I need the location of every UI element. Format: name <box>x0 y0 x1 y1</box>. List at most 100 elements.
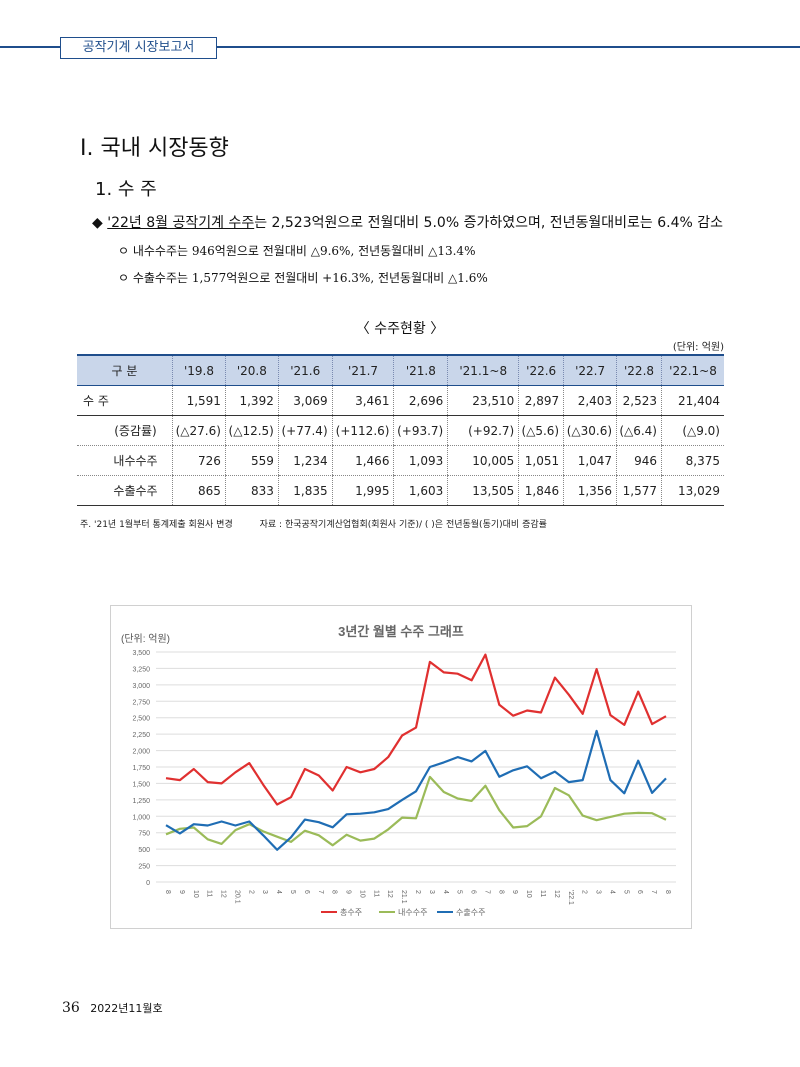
table-cell: 1,051 <box>518 445 564 476</box>
x-tick-label: 7 <box>483 890 490 894</box>
y-tick-label: 2,000 <box>132 749 150 756</box>
series-line-수출수주 <box>165 729 667 851</box>
header-cell: '21.1~8 <box>447 354 519 386</box>
table-cell: (+93.7) <box>393 415 448 446</box>
table-cell: 1,577 <box>616 475 662 506</box>
x-tick-label: 9 <box>178 890 185 894</box>
table-cell: 13,029 <box>661 475 724 506</box>
x-tick-label: 4 <box>442 890 449 894</box>
header-cell: '21.8 <box>393 354 448 386</box>
x-tick-label: 7 <box>317 890 324 894</box>
x-tick-label: 11 <box>206 890 213 897</box>
x-tick-label: 4 <box>275 890 282 894</box>
source-text: 자료 : 한국공작기계산업협회(회원사 기준)/ ( )은 전년동월(동기)대비… <box>259 520 547 530</box>
table-row-change: (증감률) (△27.6) (△12.5) (+77.4) (+112.6) (… <box>77 415 724 446</box>
sub-bullet-domestic: ㅇ 내수수주는 946억원으로 전월대비 △9.6%, 전년동월대비 △13.4… <box>118 244 476 258</box>
header-cell: '21.7 <box>331 354 394 386</box>
chart-svg: 3년간 월별 수주 그래프 (단위: 억원) 0 250 500 750 1,000 1,… <box>121 624 676 917</box>
table-row-export: 수출수주 865 833 1,835 1,995 1,603 13,505 1,… <box>77 475 724 506</box>
table-header-row: 구 분 '19.8 '20.8 '21.6 '21.7 '21.8 '21.1~… <box>77 354 724 386</box>
table-cell: 3,069 <box>277 385 333 416</box>
chart-ylabel: (단위: 억원) <box>121 632 170 645</box>
x-tick-label: 9 <box>511 890 518 894</box>
table-cell: (+112.6) <box>331 415 394 446</box>
table-cell: 1,995 <box>331 475 394 506</box>
x-tick-label: 2 <box>247 890 254 894</box>
table-cell: 1,093 <box>393 445 448 476</box>
table-cell: 559 <box>224 445 279 476</box>
table-cell: 23,510 <box>447 385 519 416</box>
x-tick-label: 5 <box>456 890 463 894</box>
x-tick-label: 4 <box>608 890 615 894</box>
x-tick-label: 9 <box>345 890 352 894</box>
table-cell: 1,234 <box>277 445 333 476</box>
note-text: 주. '21년 1월부터 통계제출 회원사 변경 <box>80 520 233 530</box>
table-cell: 1,466 <box>331 445 394 476</box>
legend-label: 내수수주 <box>398 908 427 917</box>
table-cell: 1,356 <box>563 475 617 506</box>
table-cell: 865 <box>172 475 226 506</box>
table-unit: (단위: 억원) <box>672 342 724 353</box>
header-cell: '22.8 <box>616 354 662 386</box>
x-tick-label: 21.1 <box>400 890 407 904</box>
header-cell: '21.6 <box>277 354 333 386</box>
section-subtitle: 1. 수 주 <box>95 179 157 200</box>
table-note: 주. '21년 1월부터 통계제출 회원사 변경 자료 : 한국공작기계산업협회… <box>80 517 547 530</box>
x-tick-label: 8 <box>164 890 171 894</box>
x-tick-label: 8 <box>331 890 338 894</box>
table-cell: (+77.4) <box>277 415 333 446</box>
x-tick-label: 12 <box>220 890 227 898</box>
y-tick-label: 3,250 <box>132 666 150 673</box>
x-tick-label: 3 <box>595 890 602 894</box>
bullet-marker: ◆ <box>92 215 103 231</box>
x-tick-label: 20.1 <box>233 890 240 904</box>
table-row-total: 수 주 1,591 1,392 3,069 3,461 2,696 23,510… <box>77 385 724 416</box>
header-cell: '20.8 <box>224 354 279 386</box>
table-title: 〈 수주현황 〉 <box>355 321 445 337</box>
x-tick-label: 12 <box>386 890 393 898</box>
table-cell: 21,404 <box>661 385 724 416</box>
x-tick-label: 8 <box>664 890 671 894</box>
page-footer: 36 2022년11월호 <box>62 1000 163 1016</box>
series-line-총수주 <box>165 653 667 806</box>
main-bullet: ◆ '22년 8월 공작기계 수주는 2,523억원으로 전월대비 5.0% 증… <box>92 212 723 232</box>
table-cell: (△9.0) <box>661 415 724 446</box>
table-cell: 1,591 <box>172 385 226 416</box>
y-tick-label: 250 <box>138 864 150 871</box>
x-tick-label: 6 <box>470 890 477 894</box>
table-cell: 1,835 <box>277 475 333 506</box>
x-tick-label: 2 <box>581 890 588 894</box>
x-tick-label: 6 <box>636 890 643 894</box>
x-tick-label: 7 <box>650 890 657 894</box>
legend-label: 총수주 <box>340 908 362 917</box>
table-cell: 946 <box>616 445 662 476</box>
issue-date: 2022년11월호 <box>90 1002 163 1015</box>
table-cell: (△12.5) <box>224 415 279 446</box>
orders-chart: 3년간 월별 수주 그래프 (단위: 억원) 0 250 500 750 1,000 1,… <box>110 605 692 929</box>
table-cell: 2,403 <box>563 385 617 416</box>
x-tick-label: 11 <box>539 890 546 897</box>
y-tick-label: 2,250 <box>132 732 150 739</box>
header-cell: '22.7 <box>563 354 617 386</box>
y-tick-label: 2,500 <box>132 716 150 723</box>
y-tick-label: 0 <box>146 880 150 887</box>
x-tick-label: 6 <box>303 890 310 894</box>
x-tick-label: 3 <box>261 890 268 894</box>
header-cell: 구 분 <box>77 354 173 386</box>
x-tick-label: '22.1 <box>567 890 574 905</box>
bullet-text: 는 2,523억원으로 전월대비 5.0% 증가하였으며, 전년동월대비로는 6… <box>254 215 724 231</box>
y-tick-label: 1,750 <box>132 765 150 772</box>
table-row-domestic: 내수수주 726 559 1,234 1,466 1,093 10,005 1,… <box>77 445 724 476</box>
x-tick-label: 5 <box>622 890 629 894</box>
table-cell: 2,523 <box>616 385 662 416</box>
table-cell: 833 <box>224 475 279 506</box>
table-cell: 2,897 <box>518 385 564 416</box>
y-tick-label: 750 <box>138 831 150 838</box>
table-cell: (+92.7) <box>447 415 519 446</box>
x-tick-label: 10 <box>358 890 365 898</box>
series-line-내수수주 <box>165 775 667 847</box>
header-cell: '22.1~8 <box>661 354 724 386</box>
y-tick-label: 3,500 <box>132 650 150 657</box>
y-tick-label: 1,000 <box>132 814 150 821</box>
table-cell: (△6.4) <box>616 415 662 446</box>
